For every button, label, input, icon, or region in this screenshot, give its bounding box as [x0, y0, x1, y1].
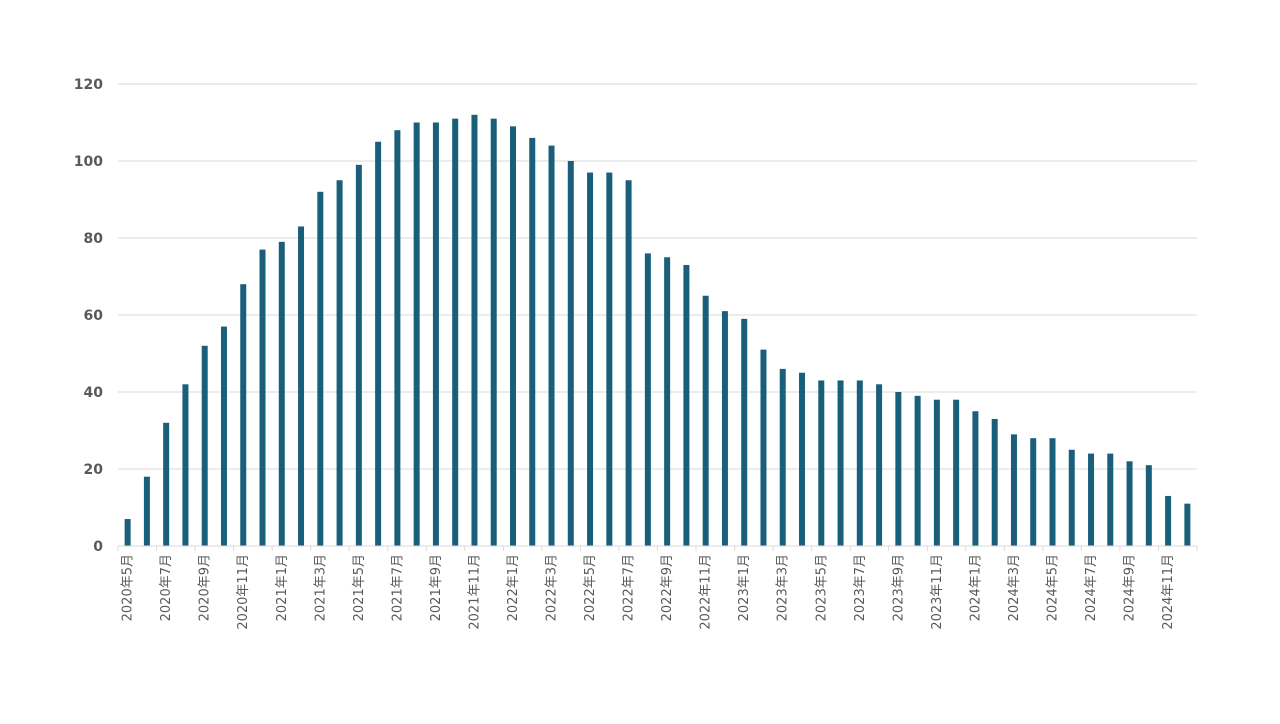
bar-2021年8月: [413, 122, 420, 546]
x-tick-label-2023年7月: 2023年7月: [853, 554, 868, 621]
x-tick-label-2022年5月: 2022年5月: [583, 554, 598, 621]
x-tick-label-2020年7月: 2020年7月: [159, 554, 174, 621]
x-tick-label-2024年3月: 2024年3月: [1007, 554, 1022, 621]
bar-2024年2月: [991, 418, 998, 546]
y-tick-label-40: 40: [84, 385, 104, 401]
y-tick-label-0: 0: [93, 539, 103, 555]
x-tick-label-2022年11月: 2022年11月: [699, 554, 714, 630]
bar-2021年4月: [336, 180, 343, 546]
bar-2021年6月: [375, 141, 382, 546]
bar-2023年10月: [914, 395, 921, 546]
bar-2021年2月: [298, 226, 305, 546]
x-tick-label-2023年5月: 2023年5月: [814, 554, 829, 621]
bar-2024年8月: [1107, 453, 1114, 546]
bar-2023年9月: [895, 392, 902, 546]
bar-2023年7月: [856, 380, 863, 546]
bar-2021年7月: [394, 130, 401, 546]
bar-2020年6月: [143, 476, 150, 546]
bar-2021年12月: [490, 118, 497, 547]
x-tick-label-2020年9月: 2020年9月: [198, 554, 213, 621]
x-tick-label-2022年1月: 2022年1月: [506, 554, 521, 621]
bar-2024年6月: [1068, 449, 1075, 546]
y-axis-tick-labels: 0 20 40 60 80 100 120: [74, 77, 103, 555]
x-tick-label-2021年9月: 2021年9月: [429, 554, 444, 621]
bar-2020年5月: [124, 519, 131, 546]
bar-2020年10月: [220, 326, 227, 546]
bar-2020年12月: [259, 249, 266, 547]
x-tick-label-2023年9月: 2023年9月: [891, 554, 906, 621]
bar-2021年10月: [452, 118, 459, 547]
y-tick-label-80: 80: [84, 231, 104, 247]
bar-2023年3月: [779, 368, 786, 546]
x-tick-label-2023年1月: 2023年1月: [737, 554, 752, 621]
bars: [124, 114, 1191, 547]
bar-2021年11月: [471, 114, 478, 547]
bar-2021年5月: [355, 164, 362, 546]
bar-2024年4月: [1030, 438, 1037, 546]
bar-2020年11月: [240, 284, 247, 546]
y-tick-label-60: 60: [84, 308, 104, 324]
bar-2022年12月: [721, 311, 728, 546]
bar-2024年12月: [1184, 503, 1191, 546]
x-tick-label-2022年7月: 2022年7月: [622, 554, 637, 621]
bar-2023年1月: [741, 318, 748, 546]
x-tick-label-2021年5月: 2021年5月: [352, 554, 367, 621]
x-tick-label-2024年1月: 2024年1月: [968, 554, 983, 621]
x-tick-label-2022年3月: 2022年3月: [545, 554, 560, 621]
bar-2023年6月: [837, 380, 844, 546]
bar-2022年9月: [664, 257, 671, 546]
bar-2020年8月: [182, 384, 189, 546]
bar-2022年1月: [509, 126, 516, 546]
bar-2023年8月: [876, 384, 883, 546]
bar-2023年2月: [760, 349, 767, 546]
bar-2024年5月: [1049, 438, 1056, 546]
bar-2020年9月: [201, 345, 208, 546]
bar-2021年3月: [317, 191, 324, 547]
x-tick-label-2022年9月: 2022年9月: [660, 554, 675, 621]
bar-2024年1月: [972, 411, 979, 546]
bar-2022年6月: [606, 172, 613, 547]
x-axis-tick-labels: 2020年5月 2020年7月 2020年9月 2020年11月 2021年1月 2021…: [121, 554, 1176, 630]
bar-2021年9月: [432, 122, 439, 546]
bar-2024年9月: [1126, 461, 1133, 546]
x-tick-label-2023年11月: 2023年11月: [930, 554, 945, 630]
bar-2023年11月: [933, 399, 940, 546]
x-tick-label-2024年11月: 2024年11月: [1161, 554, 1176, 630]
x-tick-label-2024年5月: 2024年5月: [1045, 554, 1060, 621]
bar-2022年11月: [702, 295, 709, 546]
bar-2024年3月: [1010, 434, 1017, 546]
x-tick-label-2021年7月: 2021年7月: [390, 554, 405, 621]
x-tick-label-2024年7月: 2024年7月: [1084, 554, 1099, 621]
x-tick-label-2024年9月: 2024年9月: [1123, 554, 1138, 621]
bar-2022年8月: [644, 253, 651, 546]
bar-2024年10月: [1145, 465, 1152, 546]
x-tick-label-2021年3月: 2021年3月: [313, 554, 328, 621]
bar-2022年10月: [683, 264, 690, 546]
bar-2023年5月: [818, 380, 825, 546]
bar-2021年1月: [278, 241, 285, 546]
bar-2020年7月: [163, 422, 170, 546]
x-tick-label-2020年5月: 2020年5月: [121, 554, 136, 621]
x-tick-label-2023年3月: 2023年3月: [776, 554, 791, 621]
x-tick-label-2021年1月: 2021年1月: [275, 554, 290, 621]
bar-2023年12月: [953, 399, 960, 546]
bar-2022年3月: [548, 145, 555, 546]
x-tick-label-2021年11月: 2021年11月: [467, 554, 482, 630]
axes: [117, 545, 1198, 551]
y-tick-label-20: 20: [84, 462, 104, 478]
bar-2024年7月: [1088, 453, 1095, 546]
bar-2022年7月: [625, 180, 632, 546]
bar-2022年5月: [587, 172, 594, 547]
gridlines: [118, 83, 1197, 470]
bar-2022年4月: [567, 161, 574, 546]
bar-2024年11月: [1165, 495, 1172, 546]
x-tick-label-2020年11月: 2020年11月: [236, 554, 251, 630]
y-tick-label-100: 100: [74, 154, 103, 170]
bar-2022年2月: [529, 137, 536, 546]
bar-2023年4月: [799, 372, 806, 546]
y-tick-label-120: 120: [74, 77, 103, 93]
